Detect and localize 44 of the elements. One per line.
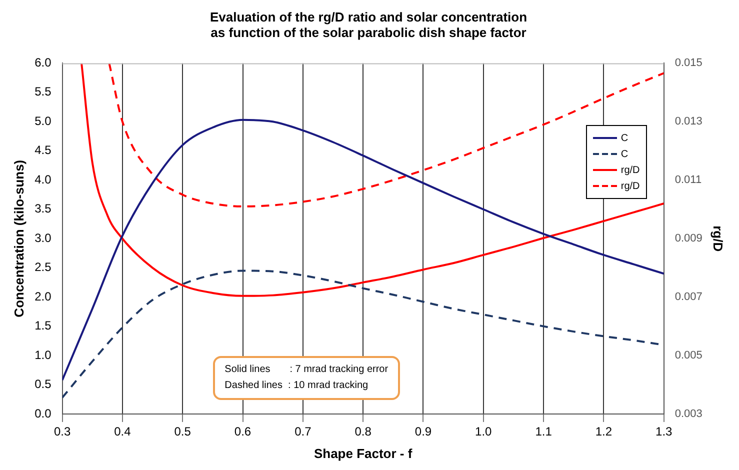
y2-tick-label: 0.005 [674, 350, 702, 362]
y-tick-label: 6.0 [34, 56, 52, 70]
x-tick-label: 1.1 [535, 424, 552, 439]
x-tick-label: 1.2 [595, 424, 612, 439]
y2-tick-label: 0.009 [674, 232, 702, 245]
annotation: Solid lines : 7 mrad tracking error [224, 364, 388, 375]
x-tick-label: 0.5 [174, 424, 192, 439]
y-tick-label: 5.5 [34, 84, 52, 99]
legend-label: rg/D [620, 180, 640, 192]
y2-tick-label: 0.007 [674, 291, 702, 304]
line-series [108, 63, 664, 208]
y-tick-label: 5.0 [34, 114, 52, 128]
x-tick-label: 0.6 [234, 424, 252, 439]
y-tick-label: 1.0 [34, 348, 52, 362]
line-series [80, 63, 664, 297]
x-tick-label: 0.8 [354, 424, 372, 439]
y-tick-label: 2.5 [34, 260, 52, 274]
y-tick-label: 2.0 [34, 289, 52, 304]
y2-tick-label: 0.013 [674, 116, 702, 128]
y-tick-label: 1.5 [34, 318, 52, 333]
legend-label: C [620, 148, 628, 160]
x-tick-label: 0.4 [114, 424, 132, 439]
x-tick-label: 1.0 [475, 424, 492, 439]
y-tick-label: 0.5 [34, 377, 52, 392]
y-tick-label: 0.0 [34, 406, 52, 420]
y2-tick-label: 0.015 [674, 57, 702, 70]
legend-label: rg/D [620, 164, 640, 176]
y2-axis-title: rg/D [710, 226, 726, 252]
y-tick-label: 3.5 [34, 202, 52, 216]
x-tick-label: 0.9 [414, 424, 432, 439]
x-axis-title: Shape Factor - f [314, 446, 413, 461]
x-tick-label: 1.3 [656, 424, 673, 439]
y-axis-title: Concentration (kilo-suns) [11, 160, 26, 318]
x-tick-label: 0.7 [294, 424, 312, 439]
y-tick-label: 3.0 [34, 230, 52, 245]
chart-title: Evaluation of the rg/D ratio and solar concentration as function of the solar parabolic dish shape factor [210, 9, 528, 40]
y-tick-label: 4.0 [34, 172, 52, 186]
x-tick-label: 0.3 [54, 424, 71, 439]
line-series [62, 118, 664, 382]
legend-label: C [620, 132, 628, 144]
y-tick-label: 4.5 [34, 143, 52, 158]
y2-tick-label: 0.011 [674, 174, 702, 186]
annotation: Dashed lines : 10 mrad tracking [224, 380, 368, 391]
y2-tick-label: 0.003 [674, 408, 702, 420]
